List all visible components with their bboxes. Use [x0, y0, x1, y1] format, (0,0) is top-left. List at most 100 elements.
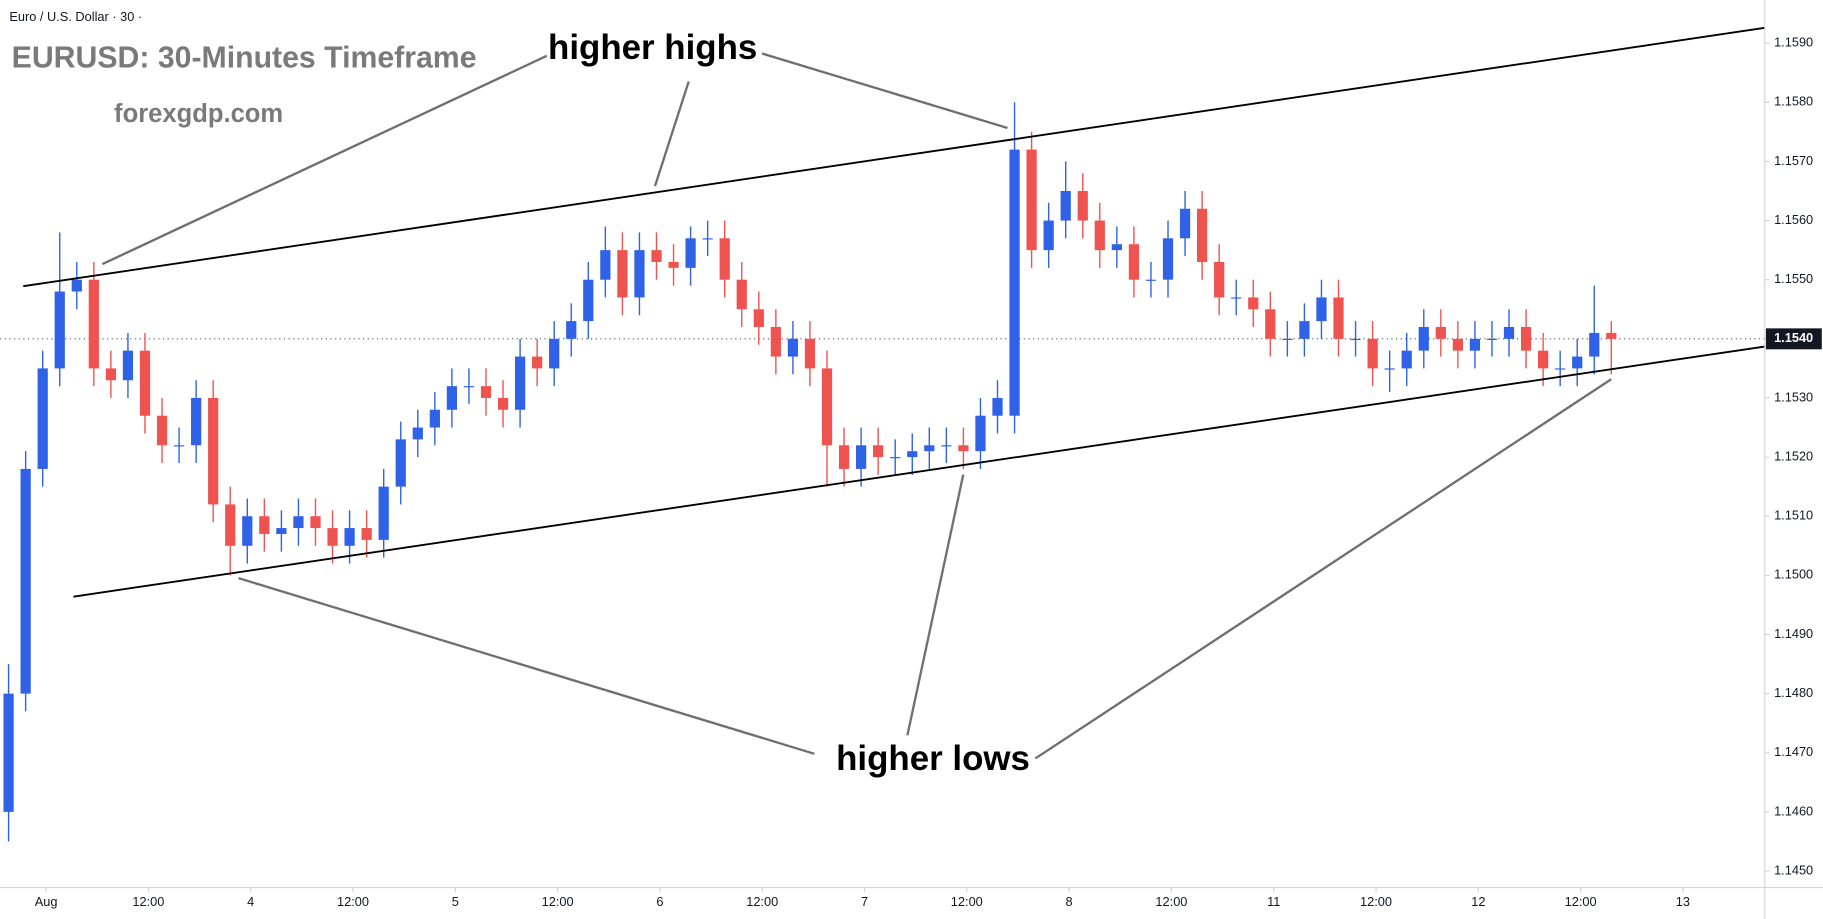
- candle-body: [753, 309, 764, 328]
- candle-body: [1555, 368, 1566, 370]
- x-tick-label: Aug: [35, 894, 58, 909]
- candle-body: [1572, 356, 1583, 369]
- candle-body: [1367, 338, 1378, 369]
- candle-body: [1248, 297, 1259, 310]
- chart-subtitle: forexgdp.com: [114, 100, 283, 128]
- candle-body: [191, 397, 202, 446]
- x-tick-label: 12:00: [542, 894, 574, 909]
- candle-body: [446, 386, 458, 410]
- trendline: [73, 345, 1765, 598]
- x-tick-label: 11: [1267, 894, 1280, 909]
- candle-body: [549, 338, 560, 369]
- candle-body: [532, 356, 543, 369]
- candle-body: [463, 386, 475, 388]
- candle-body: [1145, 279, 1157, 281]
- candle-body: [1043, 220, 1054, 251]
- y-tick-label: 1.1590: [1774, 35, 1813, 50]
- candle-body: [173, 445, 185, 447]
- candle-body: [276, 528, 287, 534]
- y-tick-label: 1.1460: [1774, 803, 1813, 818]
- candle-body: [873, 445, 884, 458]
- candle-body: [259, 516, 270, 534]
- candle-body: [1060, 191, 1071, 221]
- candle-body: [1316, 297, 1327, 322]
- candle-body: [907, 451, 918, 458]
- candle-body: [395, 439, 406, 487]
- pointer: [761, 52, 1008, 130]
- candle-body: [821, 368, 833, 446]
- candle-body: [1179, 208, 1191, 239]
- candle-body: [20, 468, 31, 694]
- x-tick-label: 12:00: [132, 894, 164, 909]
- candle-body: [1214, 261, 1225, 298]
- y-tick-label: 1.1510: [1774, 508, 1813, 523]
- x-tick-label: 5: [452, 894, 459, 909]
- candle-body: [54, 291, 65, 369]
- candle-body: [293, 516, 304, 529]
- candle-body: [71, 279, 82, 292]
- candle-body: [1589, 332, 1600, 357]
- candle-body: [1606, 332, 1617, 339]
- candle-body: [225, 504, 236, 546]
- candle-body: [1333, 297, 1344, 339]
- x-tick-label: 6: [656, 894, 663, 909]
- y-tick-label: 1.1500: [1774, 567, 1813, 582]
- candle-body: [412, 427, 423, 440]
- candle-body: [1418, 327, 1429, 351]
- candle-body: [1196, 208, 1208, 262]
- candle-body: [3, 693, 14, 812]
- candle-body: [1486, 338, 1498, 340]
- y-tick-label: 1.1470: [1774, 744, 1813, 759]
- candle-body: [787, 338, 799, 357]
- x-tick-label: 12:00: [1155, 894, 1187, 909]
- candle-body: [378, 486, 389, 540]
- candle-body: [1026, 149, 1037, 251]
- candle-body: [208, 397, 219, 505]
- candle-body: [361, 528, 372, 540]
- candle-body: [88, 279, 99, 369]
- candle-body: [497, 397, 509, 410]
- candle-body: [736, 279, 747, 310]
- candle-body: [1009, 149, 1020, 416]
- candle-body: [1128, 244, 1140, 280]
- chart-title: EURUSD: 30-Minutes Timeframe: [12, 41, 477, 74]
- plot-area: [0, 26, 1765, 842]
- candle-body: [480, 386, 492, 398]
- pointer: [238, 577, 815, 755]
- candle-body: [122, 350, 134, 381]
- y-tick-label: 1.1550: [1774, 271, 1813, 286]
- candle-body: [1538, 350, 1549, 369]
- candle-body: [1469, 338, 1481, 351]
- candle-body: [1503, 327, 1515, 339]
- candle-body: [890, 457, 901, 459]
- x-tick-label: 12:00: [1360, 894, 1392, 909]
- y-tick-label: 1.1580: [1774, 94, 1813, 109]
- candle-body: [1111, 244, 1122, 251]
- candle-body: [1077, 191, 1088, 221]
- last-price-box: [1765, 328, 1822, 350]
- symbol: Euro / U.S. Dollar · 30 ·: [9, 9, 142, 24]
- candle-body: [156, 415, 168, 446]
- candle-body: [1094, 220, 1105, 251]
- y-tick-label: 1.1530: [1774, 389, 1813, 404]
- candle-body: [139, 350, 151, 416]
- candle-body: [958, 445, 969, 452]
- candle-body: [1452, 338, 1463, 351]
- candle-body: [668, 261, 679, 268]
- x-tick-label: 4: [247, 894, 254, 909]
- candle-body: [651, 250, 662, 262]
- last-price-label: 1.1540: [1774, 330, 1813, 345]
- annotation: higher lows: [836, 739, 1030, 778]
- x-tick-label: 12:00: [337, 894, 369, 909]
- candle-body: [327, 528, 338, 546]
- pointer: [906, 474, 965, 736]
- candle-body: [702, 238, 713, 240]
- annotation-pointers: [101, 52, 1612, 760]
- candle-body: [429, 409, 440, 428]
- trendline: [23, 26, 1765, 288]
- candle-body: [924, 445, 935, 452]
- candle-body: [634, 250, 645, 298]
- candle-body: [1435, 327, 1446, 339]
- candle-body: [1520, 327, 1532, 351]
